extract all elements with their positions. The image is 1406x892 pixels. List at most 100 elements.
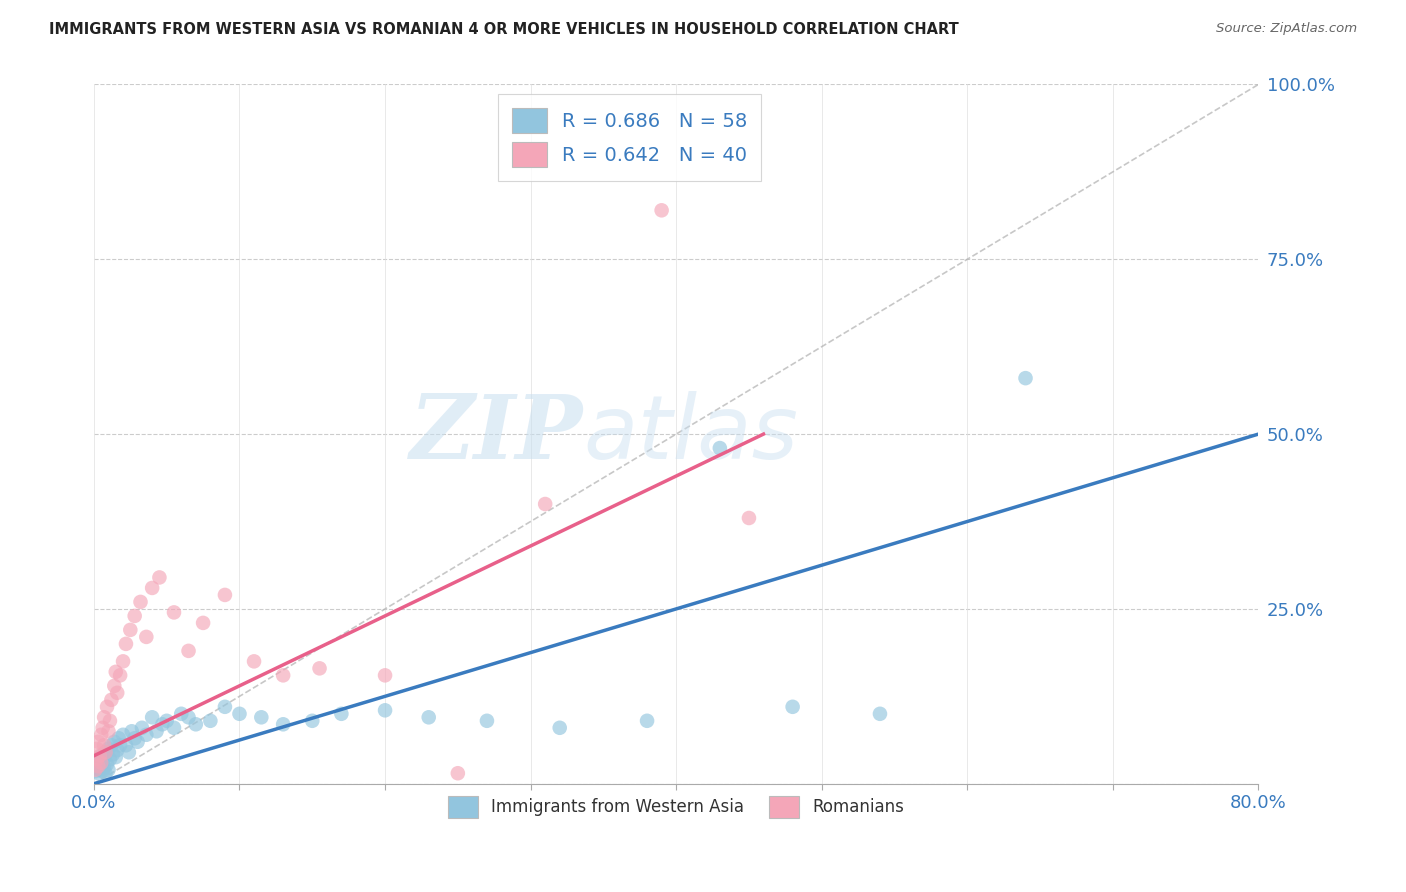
Point <box>135 728 157 742</box>
Point <box>105 686 128 700</box>
Point <box>94 745 117 759</box>
Point <box>177 710 200 724</box>
Point <box>98 752 121 766</box>
Point <box>1014 371 1036 385</box>
Point <box>104 665 127 679</box>
Point <box>120 623 142 637</box>
Point <box>86 752 108 766</box>
Point <box>374 668 396 682</box>
Point <box>93 739 115 753</box>
Point <box>107 731 129 746</box>
Point <box>105 743 128 757</box>
Point <box>100 693 122 707</box>
Point <box>145 724 167 739</box>
Point <box>87 752 110 766</box>
Point <box>447 766 470 780</box>
Point <box>112 654 135 668</box>
Point <box>250 710 273 724</box>
Point <box>112 728 135 742</box>
Point <box>86 741 108 756</box>
Point <box>84 764 107 779</box>
Point <box>129 595 152 609</box>
Point <box>100 739 122 753</box>
Point <box>124 608 146 623</box>
Point <box>108 668 131 682</box>
Y-axis label: 4 or more Vehicles in Household: 4 or more Vehicles in Household <box>0 300 8 568</box>
Point <box>89 763 111 777</box>
Point <box>101 747 124 762</box>
Point <box>534 497 557 511</box>
Point <box>89 757 111 772</box>
Point <box>651 203 673 218</box>
Point <box>418 710 440 724</box>
Point <box>177 644 200 658</box>
Point <box>87 766 110 780</box>
Point <box>91 721 114 735</box>
Point <box>163 606 186 620</box>
Point <box>243 654 266 668</box>
Point <box>738 511 761 525</box>
Point <box>214 588 236 602</box>
Point <box>96 757 118 772</box>
Point <box>148 570 170 584</box>
Point <box>141 581 163 595</box>
Point <box>308 661 330 675</box>
Point <box>90 759 112 773</box>
Point <box>91 755 114 769</box>
Point <box>91 764 114 779</box>
Point <box>184 717 207 731</box>
Point <box>301 714 323 728</box>
Point <box>103 735 125 749</box>
Point <box>782 699 804 714</box>
Point <box>96 699 118 714</box>
Point <box>86 761 108 775</box>
Point <box>214 699 236 714</box>
Point <box>97 724 120 739</box>
Text: IMMIGRANTS FROM WESTERN ASIA VS ROMANIAN 4 OR MORE VEHICLES IN HOUSEHOLD CORRELA: IMMIGRANTS FROM WESTERN ASIA VS ROMANIAN… <box>49 22 959 37</box>
Point <box>87 735 110 749</box>
Point <box>115 637 138 651</box>
Point <box>98 714 121 728</box>
Point <box>271 717 294 731</box>
Legend: Immigrants from Western Asia, Romanians: Immigrants from Western Asia, Romanians <box>441 789 911 824</box>
Point <box>131 721 153 735</box>
Point <box>330 706 353 721</box>
Text: ZIP: ZIP <box>409 391 583 477</box>
Point <box>271 668 294 682</box>
Point <box>87 759 110 773</box>
Text: atlas: atlas <box>583 391 797 477</box>
Point <box>97 741 120 756</box>
Point <box>141 710 163 724</box>
Point <box>89 748 111 763</box>
Text: Source: ZipAtlas.com: Source: ZipAtlas.com <box>1216 22 1357 36</box>
Point <box>90 756 112 770</box>
Point <box>150 717 173 731</box>
Point <box>475 714 498 728</box>
Point <box>135 630 157 644</box>
Point <box>118 745 141 759</box>
Point <box>127 735 149 749</box>
Point <box>869 706 891 721</box>
Point <box>90 728 112 742</box>
Point <box>163 721 186 735</box>
Point <box>86 756 108 770</box>
Point <box>170 706 193 721</box>
Point <box>90 748 112 763</box>
Point <box>636 714 658 728</box>
Point <box>191 615 214 630</box>
Point <box>374 703 396 717</box>
Point <box>97 763 120 777</box>
Point <box>156 714 179 728</box>
Point <box>548 721 571 735</box>
Point <box>121 724 143 739</box>
Point <box>124 731 146 746</box>
Point <box>200 714 222 728</box>
Point <box>228 706 250 721</box>
Point <box>93 750 115 764</box>
Point <box>94 766 117 780</box>
Point <box>93 761 115 775</box>
Point <box>108 739 131 753</box>
Point <box>94 745 117 759</box>
Point <box>709 441 731 455</box>
Point <box>103 679 125 693</box>
